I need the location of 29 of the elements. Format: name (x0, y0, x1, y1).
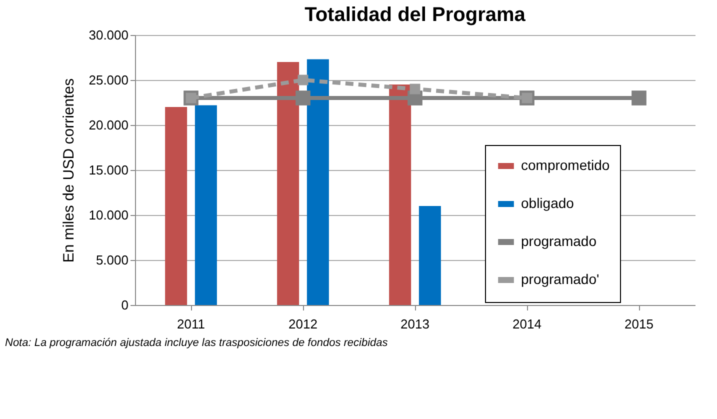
y-tick-label: 25.000 (88, 72, 128, 88)
text: Nota: La programación ajustada incluye las trasposiciones de fondos recibidas (5, 337, 388, 349)
bar (277, 62, 300, 305)
bar (389, 84, 412, 305)
y-tick-label: 5.000 (96, 252, 128, 268)
y-tick-label: 10.000 (88, 208, 128, 222)
legend-label: programado (521, 233, 597, 249)
bar (418, 206, 441, 305)
chart-title: Totalidad del Programa (304, 4, 526, 26)
y-axis-title: En miles de USD corrientes (60, 78, 78, 263)
x-tick-label: 2015 (624, 316, 654, 332)
point (410, 84, 420, 94)
x-tick-label: 2011 (177, 316, 205, 332)
point (632, 90, 646, 106)
y-tick-label: 20.000 (88, 118, 128, 132)
x-tick-label: 2012 (288, 316, 318, 332)
legend-label: comprometido (521, 157, 610, 173)
bar (306, 59, 329, 305)
x-tick-label: 2014 (512, 316, 542, 332)
y-tick-label: 30.000 (88, 28, 128, 42)
bar (194, 105, 217, 305)
point (298, 74, 308, 86)
legend-label: obligado (521, 195, 574, 211)
y-tick-label: 0 (121, 298, 128, 312)
bar (165, 107, 188, 305)
y-tick-label: 15.000 (88, 162, 128, 178)
point (296, 90, 310, 106)
x-tick-label: 2013 (400, 316, 430, 332)
legend-label: programado' (521, 271, 600, 287)
